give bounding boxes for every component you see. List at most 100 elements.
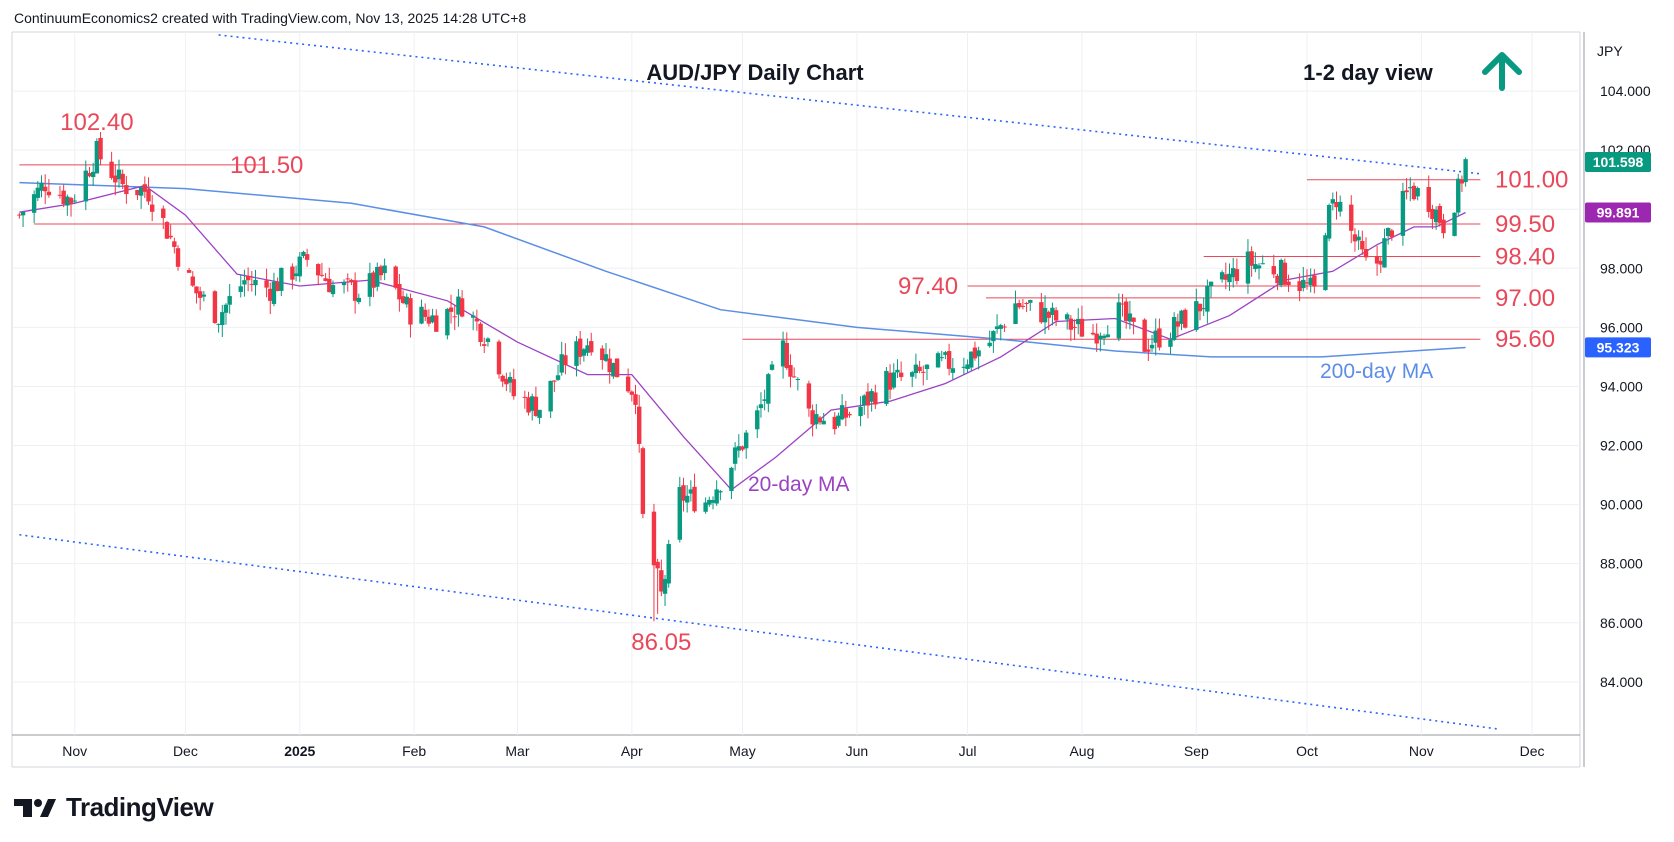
candle-body xyxy=(1249,251,1254,266)
candle-body xyxy=(1441,219,1446,234)
tradingview-brand[interactable]: TradingView xyxy=(14,792,214,823)
candle-body xyxy=(378,266,384,276)
candle-body xyxy=(190,276,195,286)
candle-body xyxy=(382,265,387,274)
candle-body xyxy=(1116,302,1122,339)
price-tag-label: 99.891 xyxy=(1597,204,1640,220)
candle-body xyxy=(898,372,904,378)
candle-body xyxy=(90,171,96,178)
candle-body xyxy=(113,175,118,183)
candle-body xyxy=(1253,264,1258,270)
candle-body xyxy=(1275,275,1280,284)
candle-body xyxy=(120,173,125,185)
level-label: 99.50 xyxy=(1495,211,1555,238)
candle-body xyxy=(1382,238,1387,268)
channel-trendline xyxy=(19,533,1499,730)
candle-body xyxy=(1260,263,1265,265)
candle-body xyxy=(1282,262,1288,285)
candle-body xyxy=(149,204,155,212)
candle-body xyxy=(352,280,358,301)
candle-body xyxy=(1278,259,1284,286)
candle-body xyxy=(470,315,476,318)
candle-body xyxy=(1286,281,1291,286)
candle-body xyxy=(847,413,852,416)
candle-body xyxy=(552,380,557,382)
candle-body xyxy=(729,467,734,492)
candle-body xyxy=(1400,191,1406,236)
candle-body xyxy=(164,222,170,239)
candle-body xyxy=(1042,308,1048,323)
candle-body xyxy=(1053,310,1059,321)
candle-body xyxy=(806,383,812,409)
high-annotation: 102.40 xyxy=(60,109,133,136)
candle-body xyxy=(574,341,579,366)
candle-body xyxy=(1068,318,1074,330)
candle-body xyxy=(1323,235,1328,291)
candle-body xyxy=(242,280,247,285)
x-tick-label: May xyxy=(729,743,755,759)
price-tag xyxy=(1585,202,1651,223)
candle-body xyxy=(1208,281,1214,287)
x-tick-label: Sep xyxy=(1184,743,1209,759)
x-tick-label: Aug xyxy=(1069,743,1094,759)
candle-body xyxy=(290,266,295,280)
x-tick-label: Mar xyxy=(505,743,529,759)
candle-body xyxy=(862,395,867,406)
candle-body xyxy=(1050,307,1055,315)
candle-body xyxy=(640,448,646,514)
candle-body xyxy=(600,348,605,361)
candle-body xyxy=(293,273,299,277)
candle-body xyxy=(316,264,321,276)
candle-body xyxy=(1013,303,1018,324)
candle-body xyxy=(275,281,280,292)
candle-body xyxy=(35,187,41,198)
candle-body xyxy=(212,291,218,324)
candle-body xyxy=(1363,249,1369,258)
candle-body xyxy=(61,190,66,205)
candle-body xyxy=(710,500,716,503)
candle-body xyxy=(950,368,955,373)
candle-body xyxy=(323,278,328,281)
candle-body xyxy=(227,296,232,305)
ma20-line xyxy=(19,184,1466,491)
candle-body xyxy=(651,511,657,566)
candle-body xyxy=(910,372,915,377)
y-tick-label: 94.000 xyxy=(1600,378,1643,394)
candle-body xyxy=(268,288,273,301)
candle-body xyxy=(367,273,373,297)
y-tick-label: 96.000 xyxy=(1600,319,1643,335)
candle-body xyxy=(485,338,491,342)
candle-body xyxy=(124,185,129,195)
candle-body xyxy=(249,283,255,285)
candle-body xyxy=(87,173,92,177)
candle-body xyxy=(238,286,243,292)
candle-body xyxy=(1245,251,1251,284)
candle-body xyxy=(1090,332,1096,335)
candle-body xyxy=(72,200,77,202)
candle-body xyxy=(836,415,841,426)
candle-body xyxy=(375,267,380,287)
candle-body xyxy=(1124,301,1129,321)
candle-body xyxy=(758,404,764,409)
candle-body xyxy=(1072,326,1077,328)
candle-body xyxy=(39,182,44,191)
candle-body xyxy=(1064,314,1070,320)
price-tag-label: 101.598 xyxy=(1593,154,1644,170)
candle-body xyxy=(371,272,376,288)
candle-body xyxy=(94,141,100,174)
candle-body xyxy=(987,342,992,347)
candle-body xyxy=(445,309,450,336)
candle-body xyxy=(666,544,671,584)
candle-body xyxy=(732,447,738,464)
candle-body xyxy=(965,364,970,370)
candle-body xyxy=(832,416,837,430)
candle-body xyxy=(330,285,336,295)
candle-body xyxy=(1234,269,1240,281)
candle-body xyxy=(633,394,638,405)
candle-body xyxy=(1256,265,1262,269)
candle-body xyxy=(419,306,424,324)
grid-layer xyxy=(12,32,1580,735)
candle-body xyxy=(839,405,845,420)
candle-body xyxy=(1463,159,1468,183)
